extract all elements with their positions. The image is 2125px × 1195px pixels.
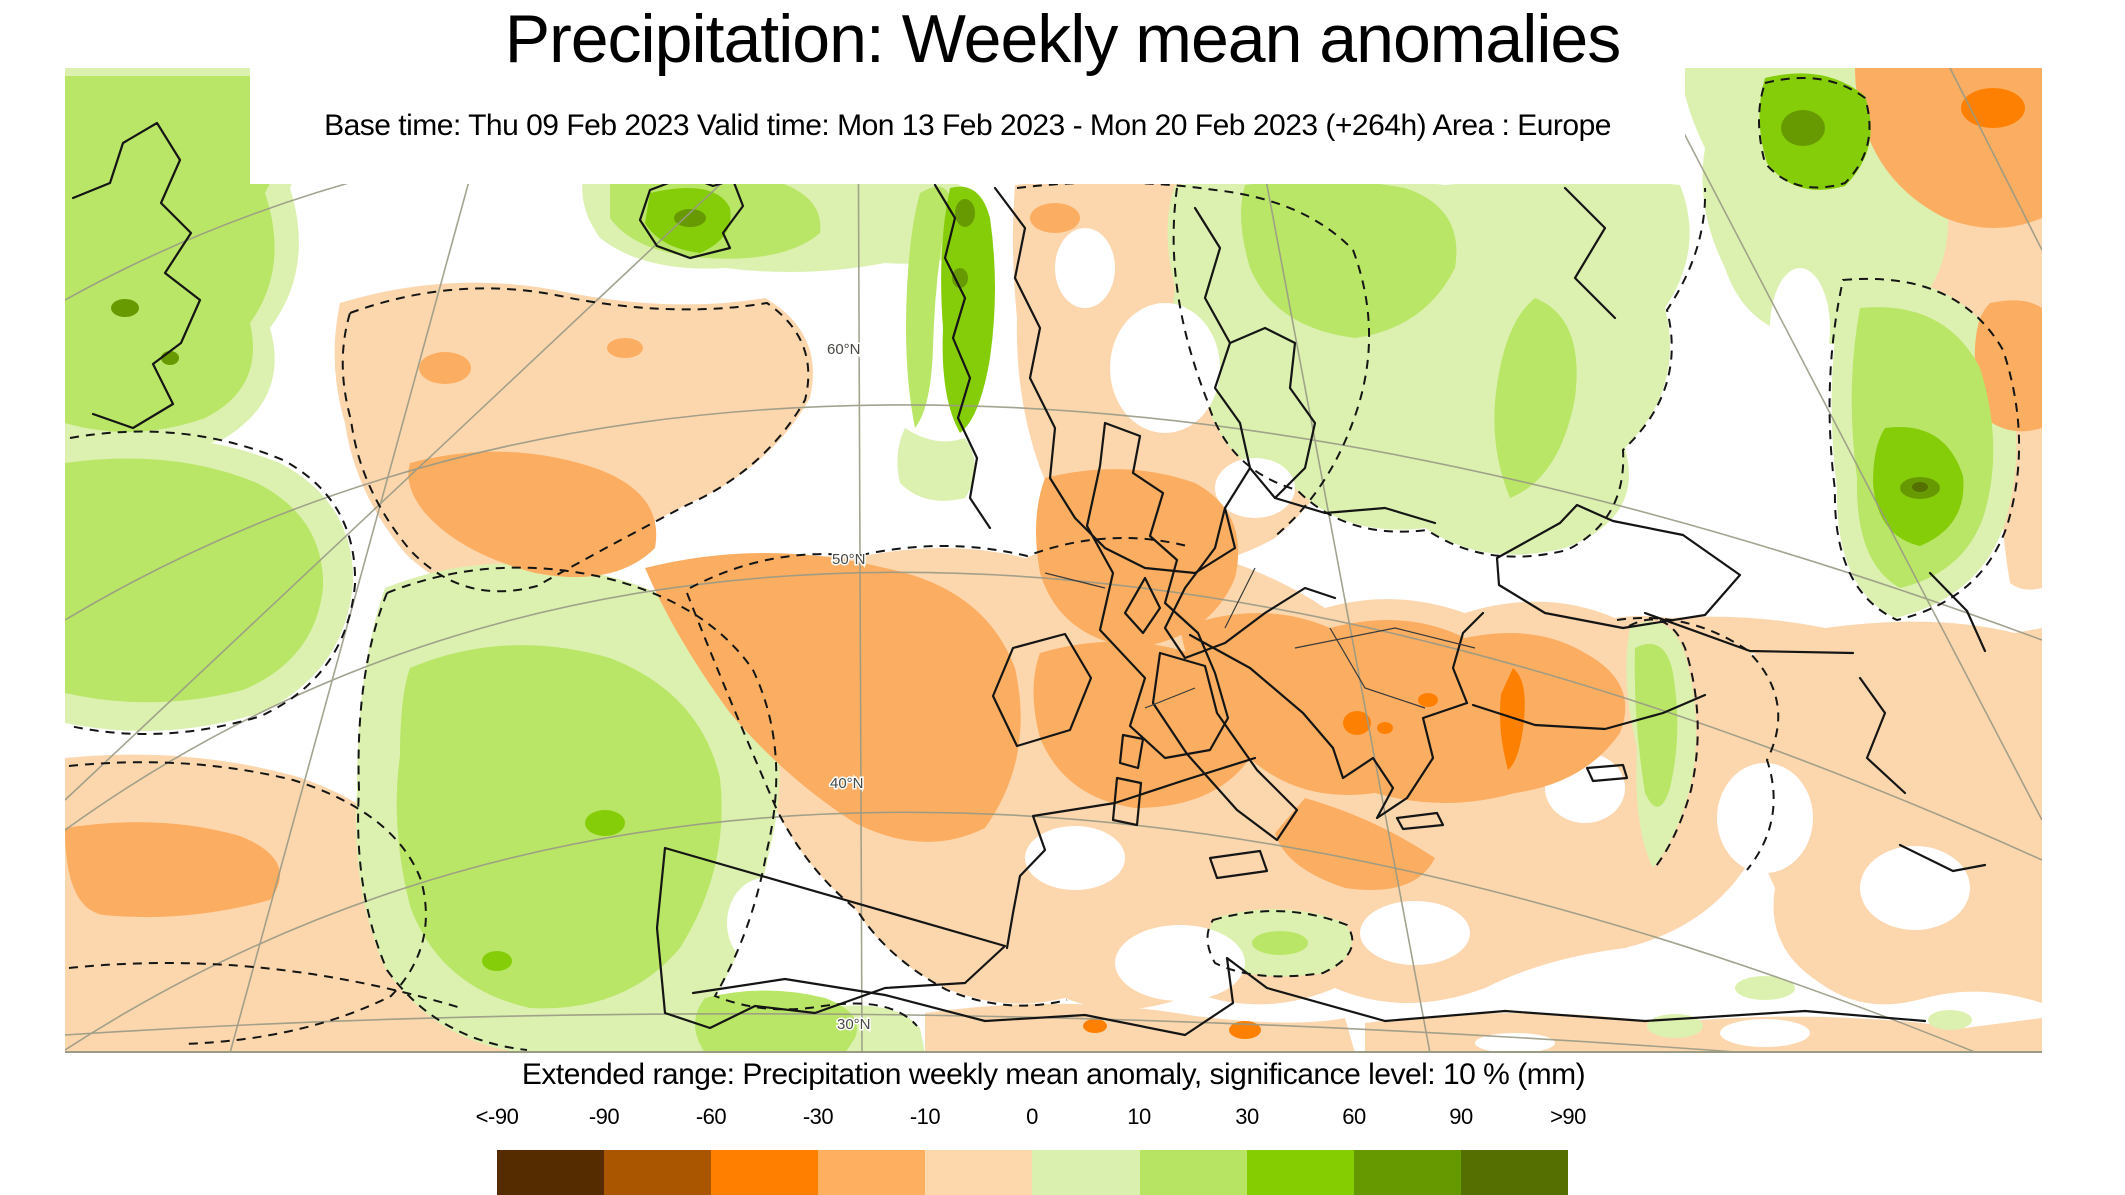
legend-swatch bbox=[711, 1150, 819, 1195]
latitude-labels: 60°N 50°N 40°N 30°N bbox=[826, 340, 873, 1035]
legend-swatch bbox=[1139, 1150, 1247, 1195]
anomaly-fill-regions bbox=[65, 68, 2042, 1053]
legend-tick: -10 bbox=[909, 1104, 941, 1129]
subtitle-box: Base time: Thu 09 Feb 2023 Valid time: M… bbox=[250, 68, 1685, 184]
legend-tick: -30 bbox=[802, 1104, 834, 1129]
legend-tick: 60 bbox=[1342, 1104, 1366, 1129]
legend-swatch bbox=[925, 1150, 1033, 1195]
anomaly-map-svg: 60°N 50°N 40°N 30°N bbox=[65, 68, 2042, 1053]
lat-label-60n: 60°N bbox=[827, 341, 861, 358]
graticule-lines bbox=[65, 68, 2042, 1053]
subtitle-text: Base time: Thu 09 Feb 2023 Valid time: M… bbox=[324, 109, 1611, 142]
lat-label-50n: 50°N bbox=[832, 551, 866, 568]
legend-swatch bbox=[1353, 1150, 1461, 1195]
page-title: Precipitation: Weekly mean anomalies bbox=[504, 1, 1622, 77]
legend-tick-labels: <-90 -90 -60 -30 -10 0 10 30 60 90 >90 bbox=[0, 1104, 2125, 1134]
legend-tick: 10 bbox=[1127, 1104, 1151, 1129]
legend-swatch bbox=[497, 1150, 605, 1195]
legend-swatch bbox=[1460, 1150, 1568, 1195]
country-borders bbox=[1044, 567, 1476, 709]
legend-tick: 0 bbox=[1026, 1104, 1038, 1129]
lat-label-40n: 40°N bbox=[830, 775, 864, 792]
legend-swatch bbox=[604, 1150, 712, 1195]
legend-swatch bbox=[1032, 1150, 1140, 1195]
color-scale-bar bbox=[497, 1150, 1568, 1195]
coastlines bbox=[71, 121, 1987, 1037]
significance-contours bbox=[68, 77, 2020, 1051]
legend-tick: 30 bbox=[1235, 1104, 1259, 1129]
legend-swatch bbox=[1246, 1150, 1354, 1195]
legend-tick: -90 bbox=[588, 1104, 620, 1129]
legend-tick: >90 bbox=[1550, 1104, 1586, 1129]
europe-anomaly-map: 60°N 50°N 40°N 30°N bbox=[65, 68, 2042, 1053]
legend-swatch bbox=[818, 1150, 926, 1195]
legend-caption: Extended range: Precipitation weekly mea… bbox=[521, 1058, 1586, 1091]
legend-tick: 90 bbox=[1449, 1104, 1473, 1129]
legend-tick: <-90 bbox=[475, 1104, 519, 1129]
legend-tick: -60 bbox=[695, 1104, 727, 1129]
lat-label-30n: 30°N bbox=[837, 1016, 871, 1033]
